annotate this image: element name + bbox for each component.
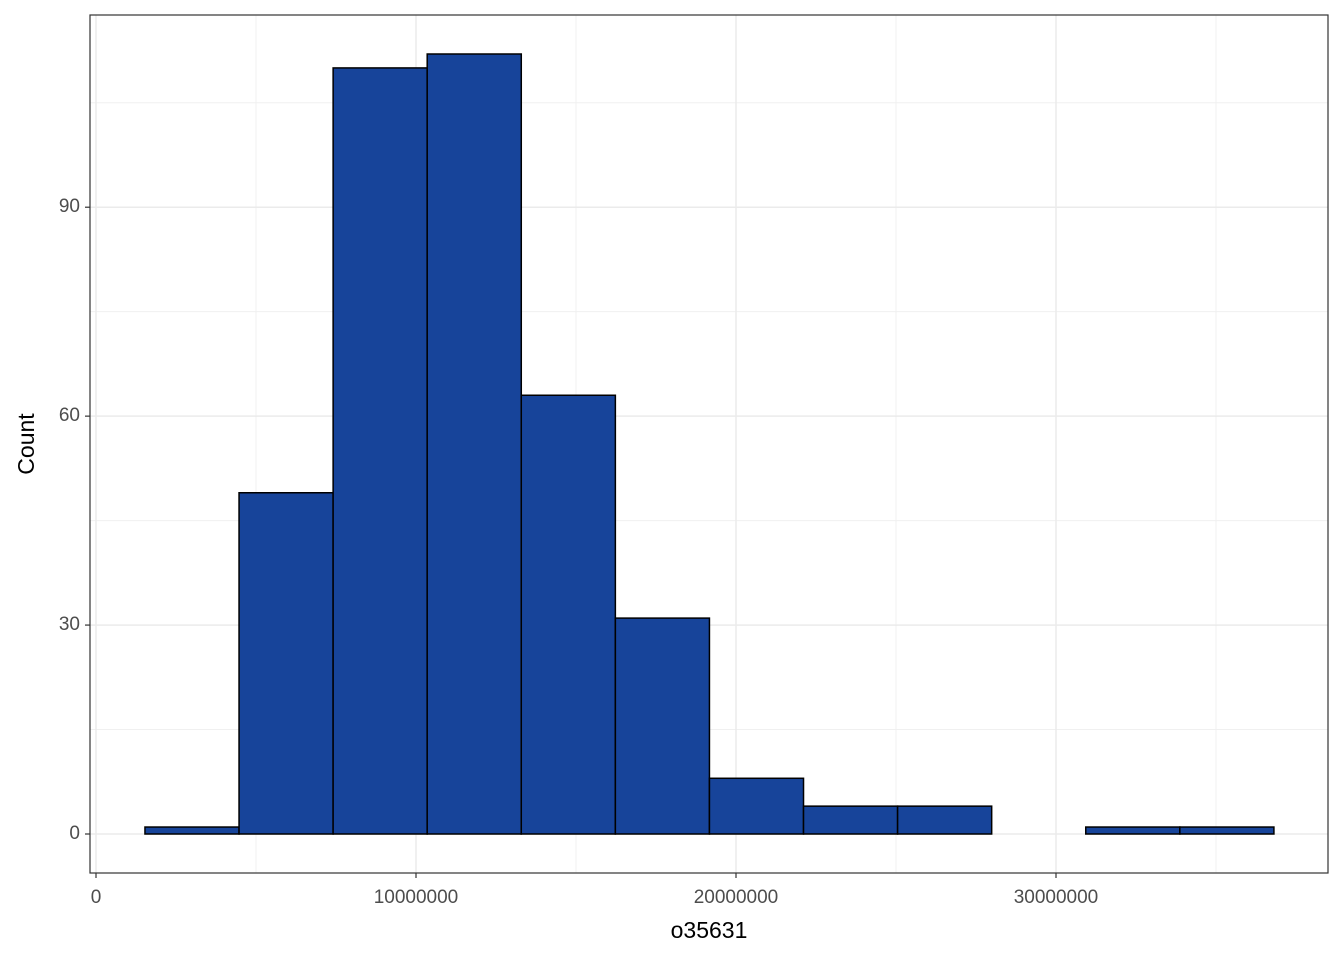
bar	[802, 805, 899, 835]
bar	[614, 617, 711, 835]
x-tick-label: 30000000	[1014, 887, 1099, 908]
bar	[896, 805, 993, 835]
bar	[1179, 826, 1275, 835]
bar	[144, 826, 240, 835]
y-tick-label: 30	[59, 614, 80, 635]
panel-border	[89, 14, 1329, 874]
y-tick-label: 60	[59, 405, 80, 426]
bar	[426, 53, 523, 835]
bar	[520, 394, 617, 835]
x-tick-label: 10000000	[374, 887, 459, 908]
y-tick-label: 90	[59, 196, 80, 217]
bar	[1085, 826, 1181, 835]
bar	[708, 777, 805, 835]
x-tick-label: 0	[91, 887, 102, 908]
x-tick-label: 20000000	[694, 887, 779, 908]
y-tick-label: 0	[69, 823, 80, 844]
bar	[238, 492, 334, 835]
bar	[332, 67, 428, 835]
y-axis-title: Count	[13, 413, 39, 475]
x-axis-title: o35631	[671, 917, 748, 943]
